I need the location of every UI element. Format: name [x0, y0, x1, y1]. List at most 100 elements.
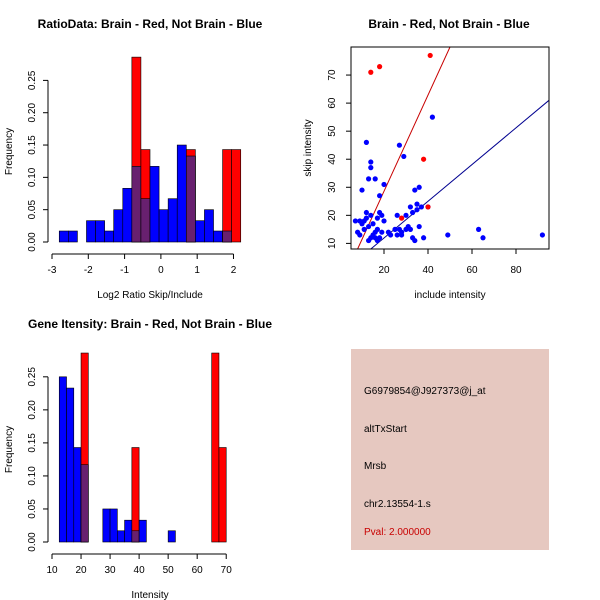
- histogram-bar-brain: [131, 447, 140, 543]
- scatter-point-not-brain: [414, 201, 420, 207]
- scatter-point-not-brain: [368, 165, 374, 171]
- scatter-point-not-brain: [363, 209, 369, 216]
- scatter-point-not-brain: [392, 226, 398, 232]
- histogram-bar-not-brain: [158, 209, 169, 243]
- x-tick-label: 20: [378, 265, 390, 276]
- scatter-point-brain: [427, 52, 433, 59]
- scatter-point-not-brain: [357, 232, 363, 238]
- histogram-bar-not-brain: [176, 144, 187, 243]
- scatter-point-not-brain: [368, 212, 374, 218]
- y-axis-label: skip intensity: [303, 119, 314, 176]
- y-tick-label: 0.25: [27, 70, 38, 90]
- scatter-point-not-brain: [394, 212, 400, 218]
- scatter-point-not-brain: [412, 237, 418, 244]
- scatter-point-not-brain: [370, 221, 376, 227]
- scatter-point-not-brain: [381, 181, 387, 188]
- scatter-point-not-brain: [480, 235, 486, 241]
- x-tick-label: -3: [48, 265, 57, 276]
- scatter-point-not-brain: [359, 187, 365, 193]
- fit-line-not-brain: [370, 99, 549, 249]
- scatter-point-not-brain: [394, 232, 400, 238]
- genomic-location: chr2.13554-1.s: [364, 499, 431, 510]
- x-tick-label: 1: [194, 265, 200, 276]
- y-tick-label: 0.10: [27, 466, 38, 486]
- p-value: Pval: 2.000000: [364, 527, 431, 538]
- histogram-bar-not-brain: [117, 530, 125, 543]
- scatter-point-not-brain: [410, 209, 416, 216]
- scatter-point-not-brain: [416, 223, 422, 230]
- plot-frame: [350, 46, 550, 250]
- scatter-point-not-brain: [363, 215, 369, 221]
- histogram-bar-overlap: [80, 464, 89, 543]
- histogram-bar-not-brain: [122, 188, 133, 243]
- scatter-point-not-brain: [377, 193, 383, 199]
- scatter-point-not-brain: [445, 232, 451, 238]
- y-tick-label: 0.00: [27, 232, 38, 252]
- y-tick-label: 40: [327, 153, 338, 165]
- scatter-point-not-brain: [476, 226, 482, 232]
- histogram-bar-not-brain: [68, 230, 78, 243]
- histogram-bar-not-brain: [86, 220, 96, 243]
- x-tick-label: 70: [221, 565, 233, 576]
- scatter-point-not-brain: [396, 142, 402, 148]
- scatter-point-not-brain: [377, 235, 383, 241]
- histogram-bar-not-brain: [124, 519, 133, 543]
- y-tick-label: 0.20: [27, 400, 38, 420]
- scatter-point-not-brain: [368, 159, 374, 165]
- histogram-bar-not-brain: [58, 376, 67, 543]
- histogram-bar-not-brain: [204, 209, 214, 243]
- x-tick-label: 20: [75, 565, 87, 576]
- y-tick-label: 0.15: [27, 433, 38, 453]
- scatter-point-not-brain: [366, 223, 372, 230]
- scatter-point-brain: [421, 156, 427, 162]
- y-tick-label: 0.05: [27, 200, 38, 220]
- y-tick-label: 60: [327, 97, 338, 109]
- y-tick-label: 0.10: [27, 167, 38, 187]
- histogram-bar-overlap: [222, 230, 232, 243]
- scatter-point-not-brain: [414, 207, 420, 213]
- scatter-point-not-brain: [539, 232, 546, 238]
- y-tick-label: 0.15: [27, 135, 38, 155]
- x-tick-label: -2: [84, 265, 93, 276]
- scatter-point-not-brain: [399, 232, 405, 238]
- x-axis-label: include intensity: [414, 290, 485, 301]
- scatter-point-not-brain: [429, 114, 435, 120]
- y-tick-label: 70: [327, 69, 338, 81]
- histogram-bar-not-brain: [109, 508, 118, 543]
- scatter-point-not-brain: [407, 226, 413, 232]
- histogram-bar-brain: [218, 447, 227, 543]
- scatter-point-not-brain: [363, 139, 369, 145]
- chart-title: Brain - Red, Not Brain - Blue: [368, 17, 530, 31]
- histogram-bar-overlap: [185, 155, 196, 243]
- x-tick-label: 60: [466, 265, 478, 276]
- scatter-point-brain: [399, 215, 405, 221]
- x-tick-label: 40: [422, 265, 434, 276]
- x-tick-label: 40: [134, 565, 146, 576]
- histogram-bar-brain: [222, 149, 232, 243]
- y-tick-label: 30: [327, 181, 338, 193]
- scatter-point-not-brain: [388, 232, 394, 238]
- scatter-point-not-brain: [381, 218, 387, 224]
- y-tick-label: 50: [327, 125, 338, 137]
- intensity-scatter-panel: Brain - Red, Not Brain - Blue include int…: [303, 17, 550, 301]
- histogram-bar-not-brain: [95, 220, 105, 243]
- scatter-point-not-brain: [352, 218, 358, 224]
- x-tick-label: 60: [192, 565, 204, 576]
- x-tick-label: 2: [231, 265, 237, 276]
- histogram-bar-not-brain: [167, 530, 176, 543]
- histogram-bar-overlap: [140, 198, 151, 243]
- histogram-bar-not-brain: [213, 230, 223, 243]
- y-axis-label: Frequency: [4, 128, 15, 175]
- probe-id: G6979854@J927373@j_at: [364, 386, 486, 397]
- scatter-point-not-brain: [374, 226, 380, 232]
- scatter-point-not-brain: [418, 204, 424, 210]
- histogram-bar-not-brain: [104, 230, 115, 243]
- y-tick-label: 0.20: [27, 103, 38, 123]
- histogram-bar-overlap: [131, 530, 140, 543]
- probe-info-panel: G6979854@J927373@j_at altTxStart Mrsb ch…: [351, 349, 549, 550]
- scatter-point-not-brain: [366, 176, 372, 182]
- y-tick-label: 0.05: [27, 499, 38, 519]
- x-tick-label: -1: [120, 265, 129, 276]
- y-axis-label: Frequency: [4, 426, 15, 473]
